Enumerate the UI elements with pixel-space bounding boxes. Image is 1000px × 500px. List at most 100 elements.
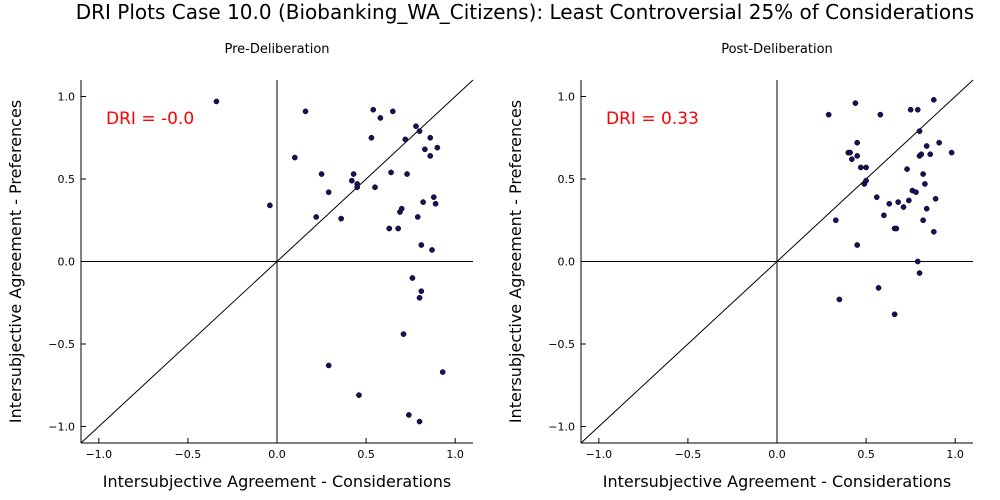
x-tick-label: 0.0	[268, 448, 286, 461]
data-point	[854, 153, 861, 159]
data-point	[930, 228, 937, 235]
data-point	[895, 199, 902, 205]
data-point	[291, 154, 298, 161]
data-point	[916, 270, 923, 276]
data-point	[916, 128, 923, 134]
data-point	[852, 100, 859, 106]
x-tick-label: 0.5	[857, 448, 875, 461]
data-point	[370, 106, 377, 113]
data-point	[832, 217, 839, 224]
x-axis-label: Intersubjective Agreement - Consideratio…	[603, 472, 951, 491]
data-point	[350, 171, 357, 177]
data-point	[439, 369, 446, 375]
data-point	[847, 149, 853, 156]
data-point	[854, 242, 861, 248]
data-point	[907, 106, 914, 113]
data-point	[893, 225, 900, 232]
dri-annotation: DRI = 0.33	[606, 109, 699, 129]
data-point	[900, 204, 907, 210]
data-point	[389, 108, 396, 115]
data-point	[914, 106, 921, 113]
data-point	[338, 215, 344, 222]
data-point	[409, 275, 416, 281]
y-tick-label: 1.0	[558, 91, 576, 104]
data-point	[422, 146, 428, 153]
plot-subtitle: Pre-Deliberation	[224, 42, 329, 57]
data-point	[388, 169, 394, 176]
data-point	[406, 412, 412, 418]
data-point	[863, 177, 869, 184]
data-point	[891, 311, 898, 318]
data-point	[395, 225, 402, 232]
data-point	[886, 200, 893, 207]
data-point	[356, 392, 362, 398]
data-point	[313, 214, 320, 220]
data-point	[402, 136, 409, 143]
data-point	[400, 331, 407, 337]
y-tick-label: 0.0	[558, 256, 576, 269]
x-tick-label: −1.0	[585, 448, 612, 461]
data-point	[848, 156, 855, 163]
x-tick-label: 0.5	[357, 448, 375, 461]
data-point	[420, 199, 426, 205]
data-point	[348, 177, 355, 184]
data-point	[418, 288, 425, 295]
diagonal-reference-line	[580, 79, 974, 444]
data-point	[398, 205, 405, 212]
data-point	[913, 189, 919, 196]
data-point	[906, 197, 912, 204]
y-tick-label: −0.5	[48, 338, 75, 351]
data-point	[427, 134, 434, 141]
data-point	[427, 153, 434, 159]
data-point	[923, 205, 930, 212]
data-point	[922, 181, 928, 187]
data-point	[923, 143, 930, 149]
figure-title: DRI Plots Case 10.0 (Biobanking_WA_Citiz…	[76, 0, 974, 24]
y-tick-label: 0.5	[558, 173, 576, 186]
data-point	[213, 98, 220, 105]
data-point	[920, 171, 926, 177]
data-point	[918, 151, 925, 158]
data-point	[325, 189, 332, 196]
data-point	[948, 149, 955, 156]
data-point	[927, 151, 934, 158]
data-point	[318, 171, 325, 177]
plot-panel-2: Post-Deliberation −1.0 −0.5 0.0 0.5 1.0 −1.0 −0…	[506, 42, 974, 491]
y-axis-label: Intersubjective Agreement - Preferences	[506, 100, 525, 423]
data-point	[836, 296, 843, 303]
data-point	[386, 225, 393, 232]
x-tick-label: −0.5	[175, 448, 202, 461]
data-point	[416, 294, 423, 301]
data-point	[267, 202, 273, 209]
dri-annotation: DRI = -0.0	[106, 109, 194, 129]
y-tick-label: 0.5	[58, 173, 76, 186]
data-point	[877, 111, 884, 118]
data-point	[875, 285, 882, 291]
data-point	[377, 115, 384, 121]
x-tick-label: 0.0	[768, 448, 786, 461]
data-point	[932, 195, 939, 202]
data-point	[368, 134, 375, 141]
data-point	[854, 139, 861, 146]
data-point	[416, 418, 423, 425]
y-tick-label: 0.0	[58, 256, 76, 269]
data-point	[873, 194, 880, 200]
data-point	[914, 258, 921, 265]
x-tick-label: 1.0	[446, 448, 464, 461]
y-tick-label: −0.5	[548, 338, 575, 351]
data-point	[936, 139, 942, 146]
data-point	[430, 194, 437, 200]
x-tick-label: −1.0	[85, 448, 112, 461]
plot-panel-1: Pre-Deliberation −1.0 −0.5 0.0 0.5 1.0 −1.0 −0.…	[6, 42, 474, 491]
data-point	[920, 217, 926, 224]
data-point	[904, 166, 910, 172]
data-point	[429, 247, 435, 253]
data-point	[416, 128, 423, 134]
data-point	[881, 212, 887, 219]
data-point	[413, 123, 419, 130]
data-point	[302, 108, 309, 115]
data-point	[404, 171, 410, 177]
plot-subtitle: Post-Deliberation	[721, 42, 833, 57]
x-tick-label: −0.5	[675, 448, 702, 461]
